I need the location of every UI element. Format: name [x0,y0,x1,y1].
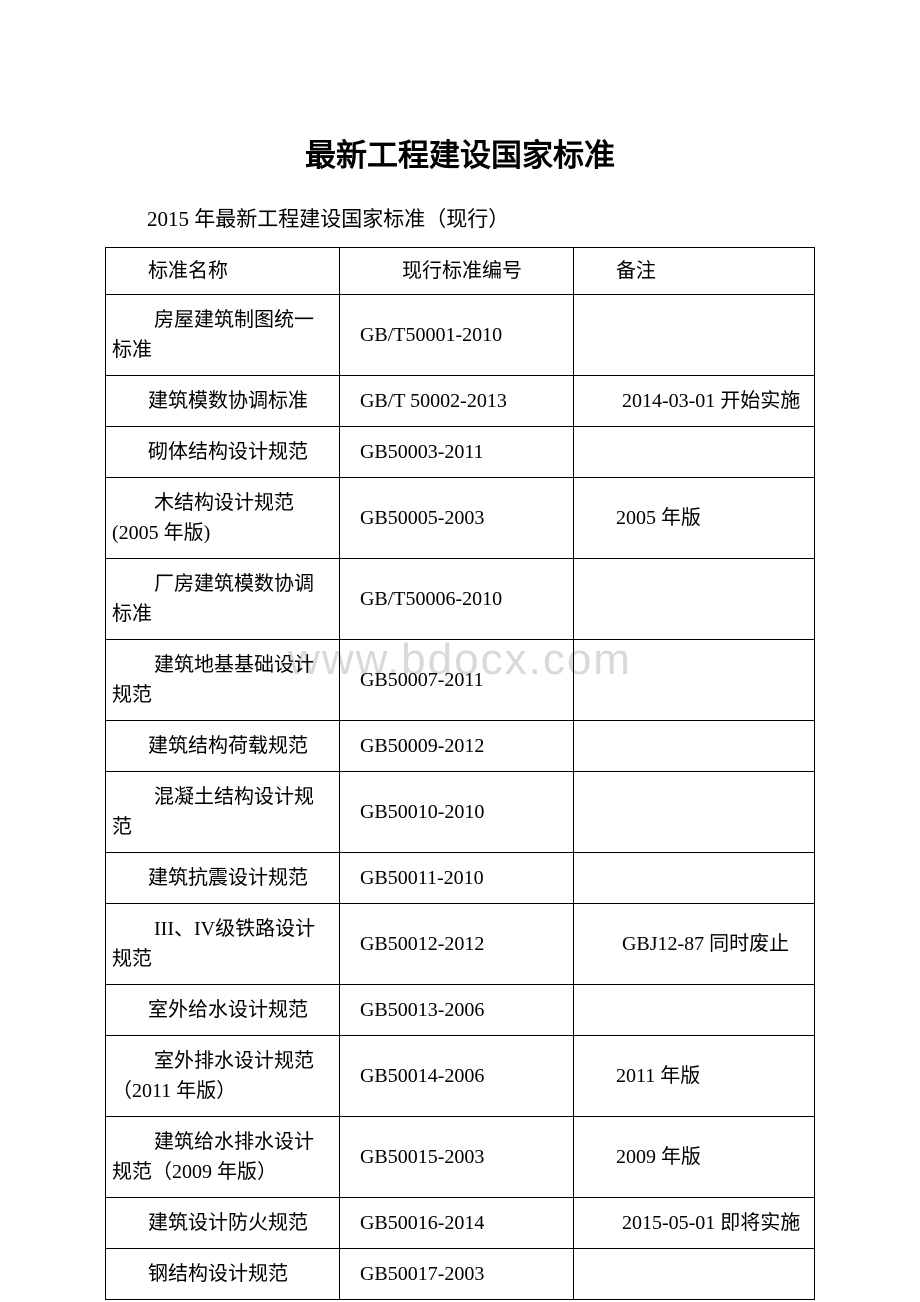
cell-note: GBJ12-87 同时废止 [573,904,814,985]
cell-name: 室外排水设计规范（2011 年版） [106,1036,340,1117]
cell-note: 2015-05-01 即将实施 [573,1198,814,1249]
cell-code: GB50003-2011 [339,427,573,478]
cell-code: GB50012-2012 [339,904,573,985]
cell-name: 厂房建筑模数协调标准 [106,559,340,640]
cell-code: GB50011-2010 [339,853,573,904]
cell-note [573,772,814,853]
cell-name: 钢结构设计规范 [106,1249,340,1300]
table-row: III、IV级铁路设计规范 GB50012-2012 GBJ12-87 同时废止 [106,904,815,985]
table-row: 建筑设计防火规范 GB50016-2014 2015-05-01 即将实施 [106,1198,815,1249]
table-row: 混凝土结构设计规范 GB50010-2010 [106,772,815,853]
cell-name: 建筑抗震设计规范 [106,853,340,904]
cell-name: 建筑结构荷载规范 [106,721,340,772]
cell-note [573,721,814,772]
cell-name: 建筑设计防火规范 [106,1198,340,1249]
cell-note: 2014-03-01 开始实施 [573,376,814,427]
table-row: 建筑给水排水设计规范（2009 年版） GB50015-2003 2009 年版 [106,1117,815,1198]
header-note: 备注 [573,248,814,295]
cell-note [573,295,814,376]
document-title: 最新工程建设国家标准 [105,130,815,175]
table-row: 厂房建筑模数协调标准 GB/T50006-2010 [106,559,815,640]
document-subtitle: 2015 年最新工程建设国家标准（现行） [105,203,815,233]
cell-name: 砌体结构设计规范 [106,427,340,478]
cell-code: GB/T50006-2010 [339,559,573,640]
table-row: 建筑模数协调标准 GB/T 50002-2013 2014-03-01 开始实施 [106,376,815,427]
cell-code: GB/T50001-2010 [339,295,573,376]
cell-note [573,640,814,721]
table-row: 建筑结构荷载规范 GB50009-2012 [106,721,815,772]
cell-name: 建筑地基基础设计规范 [106,640,340,721]
cell-code: GB50009-2012 [339,721,573,772]
table-row: 室外排水设计规范（2011 年版） GB50014-2006 2011 年版 [106,1036,815,1117]
header-code: 现行标准编号 [339,248,573,295]
cell-code: GB50016-2014 [339,1198,573,1249]
cell-note [573,427,814,478]
cell-note [573,985,814,1036]
cell-note: 2009 年版 [573,1117,814,1198]
table-row: 建筑抗震设计规范 GB50011-2010 [106,853,815,904]
header-name: 标准名称 [106,248,340,295]
table-header-row: 标准名称 现行标准编号 备注 [106,248,815,295]
cell-name: 混凝土结构设计规范 [106,772,340,853]
table-row: 房屋建筑制图统一标准 GB/T50001-2010 [106,295,815,376]
cell-code: GB50017-2003 [339,1249,573,1300]
cell-name: 木结构设计规范(2005 年版) [106,478,340,559]
table-row: 室外给水设计规范 GB50013-2006 [106,985,815,1036]
table-row: 建筑地基基础设计规范 GB50007-2011 [106,640,815,721]
cell-name: 室外给水设计规范 [106,985,340,1036]
cell-name: III、IV级铁路设计规范 [106,904,340,985]
cell-code: GB50007-2011 [339,640,573,721]
cell-code: GB50013-2006 [339,985,573,1036]
cell-code: GB50015-2003 [339,1117,573,1198]
cell-note: 2005 年版 [573,478,814,559]
standards-table: 标准名称 现行标准编号 备注 房屋建筑制图统一标准 GB/T50001-2010… [105,247,815,1300]
cell-note [573,559,814,640]
page-container: 最新工程建设国家标准 2015 年最新工程建设国家标准（现行） 标准名称 现行标… [0,0,920,1300]
table-row: 木结构设计规范(2005 年版) GB50005-2003 2005 年版 [106,478,815,559]
cell-note [573,853,814,904]
cell-name: 建筑模数协调标准 [106,376,340,427]
cell-code: GB/T 50002-2013 [339,376,573,427]
cell-code: GB50014-2006 [339,1036,573,1117]
cell-code: GB50005-2003 [339,478,573,559]
table-row: 钢结构设计规范 GB50017-2003 [106,1249,815,1300]
cell-name: 建筑给水排水设计规范（2009 年版） [106,1117,340,1198]
cell-note: 2011 年版 [573,1036,814,1117]
cell-note [573,1249,814,1300]
cell-name: 房屋建筑制图统一标准 [106,295,340,376]
cell-code: GB50010-2010 [339,772,573,853]
table-row: 砌体结构设计规范 GB50003-2011 [106,427,815,478]
